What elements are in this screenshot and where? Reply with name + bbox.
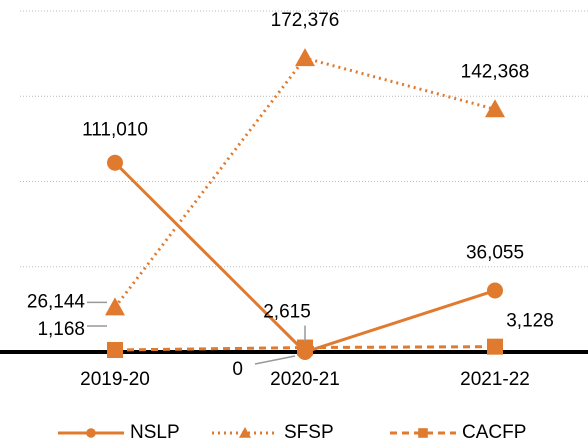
marker [487, 282, 503, 299]
series-line [114, 345, 496, 352]
data-label: 1,168 [37, 319, 85, 340]
data-label: 2,615 [263, 302, 311, 323]
series-line [113, 56, 496, 309]
data-label: 36,055 [466, 243, 524, 264]
data-label: 142,368 [461, 61, 530, 82]
legend-label: CACFP [462, 422, 526, 443]
data-label: 26,144 [27, 291, 86, 312]
x-tick-label: 2020-21 [270, 369, 340, 390]
marker [107, 342, 123, 359]
marker [487, 338, 503, 355]
legend-marker [418, 428, 428, 438]
marker [105, 297, 125, 316]
legend-label: SFSP [284, 422, 334, 443]
leader-line [254, 355, 296, 365]
legend-marker [239, 427, 251, 438]
legend-marker [86, 428, 96, 438]
series-line [113, 161, 496, 354]
data-label: 3,128 [506, 311, 554, 332]
x-tick-label: 2019-20 [80, 369, 150, 390]
data-label: 0 [232, 359, 243, 380]
x-tick-label: 2021-22 [460, 369, 530, 390]
marker [107, 154, 123, 171]
data-label: 172,376 [271, 10, 340, 31]
data-label: 111,010 [82, 120, 148, 141]
marker [485, 99, 505, 118]
marker [297, 339, 313, 356]
legend-label: NSLP [130, 422, 180, 443]
marker [295, 48, 315, 67]
